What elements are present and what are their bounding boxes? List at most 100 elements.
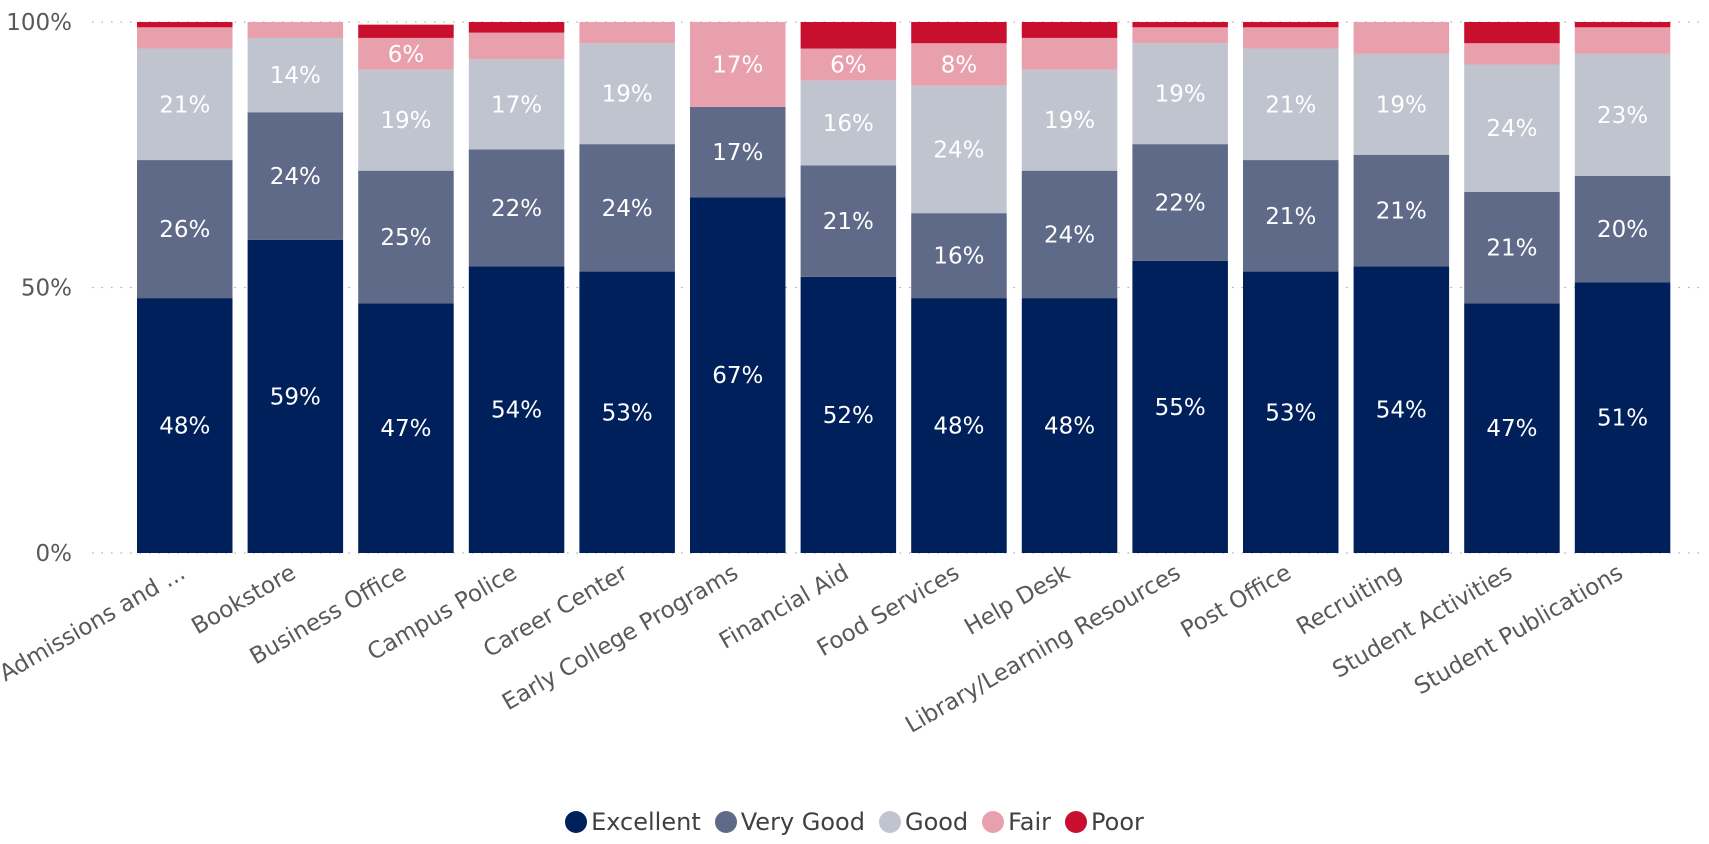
data-label: 48% [933,414,984,440]
data-label: 20% [1597,217,1648,243]
data-label: 54% [1376,398,1427,424]
bar-segment-poor [800,22,897,49]
bar-segment-fair [1132,27,1228,44]
legend-marker [878,811,901,833]
bar-segment-excellent [1464,303,1560,553]
bar-segment-good [137,48,233,161]
x-tick-label: Student Activities [1328,560,1517,684]
legend-item: Good [878,808,969,836]
bar-segment-fair [358,37,454,70]
data-label: 21% [1265,92,1316,118]
x-tick-label: Student Publications [1410,560,1627,701]
data-label: 26% [159,217,210,243]
bar-segment-good [1243,48,1339,161]
bar-segment-very-good [579,144,675,272]
bar-segment-good [358,69,454,171]
data-label: 24% [1486,116,1537,142]
bar-segment-excellent [247,239,344,553]
bar-segment-fair [247,22,344,38]
chart-canvas: 0% 50% 100% 48% 26% 21% Admissions and ... 59% 2… [0,10,1705,739]
y-tick-label: 0% [36,541,73,567]
bar-segment-fair [1464,43,1560,65]
bar-segment-good [911,85,1007,214]
bar-segment-excellent [468,266,565,553]
bar-segment-good [1132,43,1228,145]
data-label: 6% [388,42,425,68]
legend-item: Very Good [714,808,865,836]
y-tick-label: 50% [21,276,72,302]
data-label: 17% [491,92,542,118]
data-label: 48% [159,414,210,440]
data-label: 19% [1376,92,1427,118]
data-label: 24% [602,196,653,222]
data-label: 21% [1265,204,1316,230]
data-label: 55% [1155,395,1206,421]
bar-segment-very-good [1574,175,1671,283]
data-label: 19% [380,108,431,134]
bar-segment-excellent [1132,260,1228,553]
legend-item: Fair [982,808,1051,836]
data-label: 53% [602,400,653,426]
bar-segment-good [1574,53,1671,176]
bar-segment-very-good [1021,170,1118,299]
bar-segment-poor [1574,22,1671,28]
bar-segment-very-good [247,112,344,240]
data-label: 22% [491,196,542,222]
legend-label: Fair [1008,808,1052,836]
bar-segment-fair [1243,27,1339,49]
bar-segment-fair [800,48,897,81]
bar-segment-good [579,43,675,145]
bar-segment-poor [1464,22,1560,44]
bar-segment-fair [690,22,786,107]
bar-segment-very-good [358,170,454,304]
legend-item: Poor [1065,808,1144,836]
bar-segment-excellent [579,271,675,553]
data-label: 21% [1376,199,1427,225]
legend-marker [714,811,737,833]
legend-label: Good [904,808,969,836]
bar-segment-fair [911,43,1007,86]
bar-segment-poor [1132,22,1228,28]
bar-segment-excellent [800,276,897,553]
data-label: 48% [1044,414,1095,440]
bar-segment-very-good [1132,144,1228,261]
bar-segment-excellent [358,303,454,553]
bar-segment-very-good [1243,160,1339,272]
bar-segment-poor [358,24,454,38]
bar-segment-poor [1243,22,1339,28]
data-label: 19% [1044,108,1095,134]
bar-segment-excellent [1243,271,1339,553]
data-label: 25% [380,225,431,251]
x-tick-label: Post Office [1177,560,1296,644]
bar-segment-good [1464,64,1560,192]
data-label: 52% [823,403,874,429]
bar-segment-very-good [1464,191,1560,304]
data-label: 24% [1044,222,1095,248]
data-label: 59% [270,384,321,410]
data-label: 16% [823,111,874,137]
bar-segment-very-good [137,160,233,299]
bar-segment-poor [1021,22,1118,38]
data-label: 8% [941,52,978,78]
bar-segment-good [800,80,897,166]
data-label: 24% [933,137,984,163]
bar-segment-poor [911,22,1007,44]
x-tick-label: Admissions and ... [0,560,190,687]
chart-legend: Excellent Very Good Good Fair Poor [0,808,1709,836]
data-label: 54% [491,398,542,424]
data-label: 47% [380,416,431,442]
data-label: 23% [1597,103,1648,129]
legend-label: Poor [1091,808,1144,836]
bar-segment-good [1021,69,1118,171]
bar-segment-fair [1574,27,1671,54]
bar-segment-good [1353,53,1450,155]
data-label: 6% [830,52,867,78]
bar-segment-very-good [911,213,1007,299]
bar-segment-fair [1021,37,1118,70]
bar-segment-excellent [1021,298,1118,553]
bar-segment-excellent [690,197,786,554]
bar-segment-good [247,37,344,113]
y-tick-label: 100% [6,10,72,36]
bar-segment-fair [468,32,565,60]
